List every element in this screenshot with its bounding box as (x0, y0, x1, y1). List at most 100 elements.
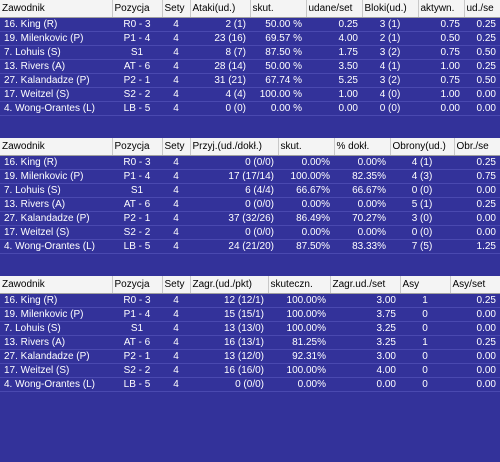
stat-cell: 4 (162, 183, 190, 198)
stat-cell: 4 (3) (390, 169, 454, 184)
stat-cell: 4.00 (306, 31, 362, 46)
table-row[interactable]: 17. Weitzel (S) S2 - 2 4 16 (16/0) 100.00% 4.… (0, 363, 500, 378)
stat-cell: 4 (162, 17, 190, 32)
stat-cell: S1 (112, 45, 162, 60)
stat-cell: S1 (112, 321, 162, 336)
table-row[interactable]: 7. Lohuis (S) S1 4 13 (13/0) 100.00% 3.25 0 0.0… (0, 321, 500, 336)
stat-cell: 0 (0/0) (190, 377, 268, 392)
table-row[interactable]: 19. Milenkovic (P) P1 - 4 4 17 (17/14) 100.0… (0, 169, 500, 184)
stat-cell: 0.00% (334, 197, 390, 212)
player-name-cell: 19. Milenkovic (P) (0, 31, 112, 46)
col-header[interactable]: skut. (278, 138, 335, 156)
col-header[interactable]: skuteczn. (268, 276, 331, 294)
stat-cell: 0.25 (454, 155, 500, 170)
stat-cell: LB - 5 (112, 377, 162, 392)
table-row[interactable]: 27. Kalandadze (P) P2 - 1 4 13 (12/0) 92.31%… (0, 349, 500, 364)
table-row[interactable]: 7. Lohuis (S) S1 4 8 (7) 87.50 % 1.75 3 (2) 0.7… (0, 45, 500, 60)
col-header[interactable]: Sety (162, 0, 191, 18)
stat-cell: 0.00% (278, 225, 334, 240)
stat-cell: AT - 6 (112, 197, 162, 212)
stat-cell: 0.00 (464, 87, 500, 102)
serve-rows: 16. King (R) R0 - 3 4 12 (12/1) 100.00% 3.00 1… (0, 293, 500, 392)
stat-cell: 0.25 (454, 197, 500, 212)
col-header[interactable]: Zawodnik (0, 138, 113, 156)
stat-cell: S1 (112, 183, 162, 198)
stat-cell: 4 (162, 87, 190, 102)
col-header[interactable]: udane/set (306, 0, 363, 18)
col-header[interactable]: Przyj.(ud./dokł.) (190, 138, 279, 156)
table-row[interactable]: 19. Milenkovic (P) P1 - 4 4 15 (15/1) 100.00… (0, 307, 500, 322)
stat-cell: 28 (14) (190, 59, 250, 74)
serve-stats-table: Zawodnik Pozycja Sety Zagr.(ud./pkt) sku… (0, 276, 500, 392)
table-row[interactable]: 4. Wong-Orantes (L) LB - 5 4 24 (21/20) 87.5… (0, 239, 500, 254)
player-name-cell: 17. Weitzel (S) (0, 363, 112, 378)
stat-cell: 0.00 (450, 377, 500, 392)
stat-cell: 5 (1) (390, 197, 454, 212)
stat-cell: 4 (162, 155, 190, 170)
table-row[interactable]: 27. Kalandadze (P) P2 - 1 4 37 (32/26) 86.49… (0, 211, 500, 226)
table-row[interactable]: 13. Rivers (A) AT - 6 4 16 (13/1) 81.25% 3.25… (0, 335, 500, 350)
stat-cell: 3 (1) (362, 17, 418, 32)
stat-cell: 69.57 % (250, 31, 306, 46)
col-header[interactable]: Bloki(ud.) (362, 0, 419, 18)
col-header[interactable]: Zagr.ud./set (330, 276, 401, 294)
stat-cell: 0 (0/0) (190, 197, 278, 212)
stat-cell: 3.75 (330, 307, 400, 322)
col-header[interactable]: Zagr.(ud./pkt) (190, 276, 269, 294)
col-header[interactable]: Asy/set (450, 276, 500, 294)
col-header[interactable]: Zawodnik (0, 276, 113, 294)
table-row[interactable]: 27. Kalandadze (P) P2 - 1 4 31 (21) 67.74 % 5… (0, 73, 500, 88)
col-header[interactable]: Obr./se (454, 138, 500, 156)
stat-cell: 0.50 (418, 31, 464, 46)
stat-cell: 0 (0) (362, 101, 418, 116)
table-row[interactable]: 16. King (R) R0 - 3 4 12 (12/1) 100.00% 3.00 1… (0, 293, 500, 308)
col-header[interactable]: Pozycja (112, 0, 163, 18)
stat-cell: 50.00 % (250, 59, 306, 74)
stat-cell: 4 (162, 363, 190, 378)
table-row[interactable]: 19. Milenkovic (P) P1 - 4 4 23 (16) 69.57 % 4… (0, 31, 500, 46)
stat-cell: 0.25 (306, 17, 362, 32)
stat-cell: 66.67% (334, 183, 390, 198)
col-header[interactable]: % dokł. (334, 138, 391, 156)
col-header[interactable]: Obrony(ud.) (390, 138, 455, 156)
stat-cell: 100.00% (268, 321, 330, 336)
col-header[interactable]: ud./se (464, 0, 500, 18)
stat-cell: 87.50 % (250, 45, 306, 60)
col-header[interactable]: Sety (162, 138, 191, 156)
col-header[interactable]: Ataki(ud.) (190, 0, 251, 18)
stat-cell: P2 - 1 (112, 349, 162, 364)
stat-cell: R0 - 3 (112, 155, 162, 170)
stat-cell: 0.00 (450, 321, 500, 336)
stat-cell: 4 (162, 101, 190, 116)
table-row[interactable]: 13. Rivers (A) AT - 6 4 28 (14) 50.00 % 3.50 4… (0, 59, 500, 74)
player-name-cell: 16. King (R) (0, 17, 112, 32)
stat-cell: 4 (162, 169, 190, 184)
player-name-cell: 19. Milenkovic (P) (0, 169, 112, 184)
stat-cell: P1 - 4 (112, 31, 162, 46)
col-header[interactable]: aktywn. (418, 0, 465, 18)
stat-cell: 4 (0) (362, 87, 418, 102)
col-header[interactable]: Asy (400, 276, 451, 294)
stat-cell: S2 - 2 (112, 363, 162, 378)
player-name-cell: 4. Wong-Orantes (L) (0, 377, 112, 392)
table-row[interactable]: 7. Lohuis (S) S1 4 6 (4/4) 66.67% 66.67% 0 (0)… (0, 183, 500, 198)
serve-stats-panel: Zawodnik Pozycja Sety Zagr.(ud./pkt) sku… (0, 276, 500, 392)
col-header[interactable]: skut. (250, 0, 307, 18)
stat-cell: 3 (2) (362, 45, 418, 60)
col-header[interactable]: Pozycja (112, 138, 163, 156)
col-header[interactable]: Sety (162, 276, 191, 294)
stat-cell: P2 - 1 (112, 73, 162, 88)
reception-stats-table: Zawodnik Pozycja Sety Przyj.(ud./dokł.) … (0, 138, 500, 254)
stat-cell: 0.00% (334, 155, 390, 170)
stat-cell: 0.50 (464, 45, 500, 60)
stat-cell: 0.00 (330, 377, 400, 392)
col-header[interactable]: Pozycja (112, 276, 163, 294)
col-header[interactable]: Zawodnik (0, 0, 113, 18)
